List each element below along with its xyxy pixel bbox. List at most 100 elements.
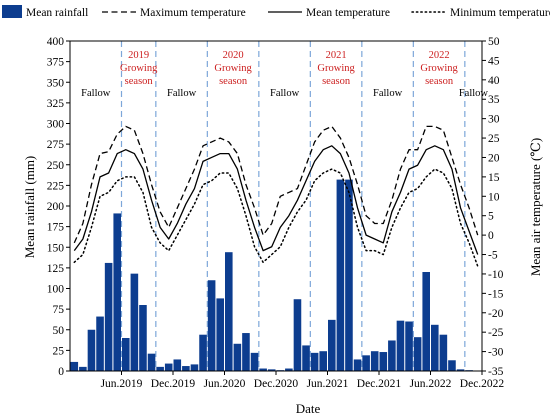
growing-season-label: season — [125, 76, 154, 87]
left-y-tick-label: 0 — [58, 366, 64, 378]
legend: Mean rainfall Maximum temperature Mean tem… — [2, 5, 550, 19]
rainfall-bar — [113, 213, 121, 371]
tmean-temperature-line — [73, 145, 479, 255]
region-separators — [120, 41, 466, 371]
left-y-tick-label: 275 — [47, 139, 65, 151]
tmax-temperature-line — [73, 125, 479, 244]
rainfall-bar — [233, 343, 242, 371]
growing-season-label: 2019 — [128, 50, 149, 61]
rainfall-bar — [225, 252, 233, 371]
growing-season-label: Growing — [120, 63, 158, 74]
rainfall-bar — [362, 355, 370, 371]
growing-season-label: 2022 — [429, 50, 450, 61]
x-tick-label: Dec.2022 — [460, 378, 505, 390]
fallow-label: Fallow — [167, 88, 197, 99]
rainfall-bar — [147, 353, 156, 371]
right-y-axis-title: Mean air temperature (℃) — [528, 138, 543, 276]
x-tick-label: Dec.2020 — [254, 378, 299, 390]
left-y-tick-label: 325 — [47, 98, 65, 110]
rainfall-bar — [310, 352, 319, 371]
left-y-tick-label: 400 — [47, 36, 65, 48]
fallow-label: Fallow — [459, 88, 489, 99]
left-y-tick-label: 250 — [47, 160, 65, 172]
legend-label: Minimum temperature — [450, 7, 550, 19]
rainfall-bar — [87, 329, 96, 371]
x-axis-title: Date — [296, 401, 321, 416]
right-y-tick-label: 20 — [488, 152, 500, 164]
region-labels: Fallow 2019 Growing season Fallow 2020 Growing… — [81, 50, 488, 99]
fallow-label: Fallow — [81, 88, 111, 99]
temperature-lines — [73, 125, 479, 267]
right-y-tick-label: 5 — [488, 211, 494, 223]
axes: 0255075100125150175200225250275300325350… — [47, 36, 505, 390]
rainfall-bar — [345, 179, 353, 371]
right-y-tick-label: -10 — [488, 269, 504, 281]
right-y-tick-label: -5 — [488, 250, 498, 262]
rainfall-bar — [456, 369, 465, 371]
left-y-tick-label: 50 — [53, 325, 65, 337]
left-y-tick-label: 200 — [47, 201, 65, 213]
legend-bar-swatch — [2, 5, 22, 18]
growing-season-label: Growing — [214, 63, 252, 74]
rainfall-bar — [370, 351, 379, 371]
legend-label: Maximum temperature — [140, 7, 246, 19]
growing-season-label: Growing — [420, 63, 458, 74]
right-y-tick-label: -25 — [488, 327, 504, 339]
growing-season-label: season — [425, 76, 454, 87]
left-y-tick-label: 300 — [47, 119, 65, 131]
rainfall-bar — [207, 280, 216, 371]
right-y-tick-label: 50 — [488, 36, 500, 48]
rainfall-bar — [379, 352, 388, 371]
x-tick-label: Jun.2021 — [307, 378, 349, 390]
rainfall-bar — [396, 320, 405, 371]
right-y-tick-label: 45 — [488, 55, 500, 67]
x-tick-label: Jun.2020 — [204, 378, 246, 390]
growing-season-label: Growing — [317, 63, 355, 74]
x-tick-label: Dec.2021 — [357, 378, 402, 390]
rainfall-bar — [319, 351, 327, 371]
rainfall-bar — [259, 368, 267, 371]
left-y-tick-label: 75 — [53, 304, 65, 316]
right-y-tick-label: -15 — [488, 288, 504, 300]
left-y-tick-label: 150 — [47, 242, 65, 254]
rainfall-bar — [139, 305, 147, 371]
legend-label: Mean rainfall — [26, 7, 88, 19]
rainfall-bar — [190, 364, 199, 371]
rainfall-bars — [70, 179, 473, 371]
rainfall-bar — [439, 334, 448, 371]
rainfall-bar — [405, 321, 413, 371]
right-y-tick-label: 35 — [488, 94, 500, 106]
rainfall-bar — [293, 299, 302, 371]
rainfall-bar — [353, 359, 362, 371]
legend-label: Mean temperature — [306, 7, 390, 19]
rainfall-bar — [199, 334, 207, 371]
right-y-tick-label: -30 — [488, 347, 504, 359]
rainfall-bar — [164, 363, 173, 371]
growing-season-label: season — [322, 76, 351, 87]
rainfall-bar — [242, 333, 250, 371]
left-y-tick-label: 350 — [47, 77, 65, 89]
rainfall-bar — [182, 366, 190, 371]
x-tick-label: Dec.2019 — [151, 378, 196, 390]
rainfall-bar — [413, 337, 422, 371]
growing-season-label: 2021 — [326, 50, 347, 61]
right-y-tick-label: 0 — [488, 230, 494, 242]
rainfall-bar — [448, 360, 456, 371]
rainfall-bar — [302, 345, 310, 371]
rainfall-bar — [250, 352, 259, 371]
rainfall-bar — [336, 179, 345, 371]
left-y-axis-title: Mean rainfall (mm) — [22, 156, 37, 259]
rainfall-bar — [70, 361, 79, 371]
right-y-tick-label: 30 — [488, 114, 500, 126]
right-y-tick-label: 10 — [488, 191, 500, 203]
left-y-tick-label: 375 — [47, 57, 65, 69]
rainfall-bar — [173, 359, 182, 371]
growing-season-label: season — [219, 76, 248, 87]
left-y-tick-label: 175 — [47, 222, 65, 234]
right-y-tick-label: 25 — [488, 133, 500, 145]
x-tick-label: Jun.2019 — [101, 378, 143, 390]
left-y-tick-label: 25 — [53, 345, 65, 357]
rainfall-bar — [267, 369, 276, 371]
right-y-tick-label: 15 — [488, 172, 500, 184]
